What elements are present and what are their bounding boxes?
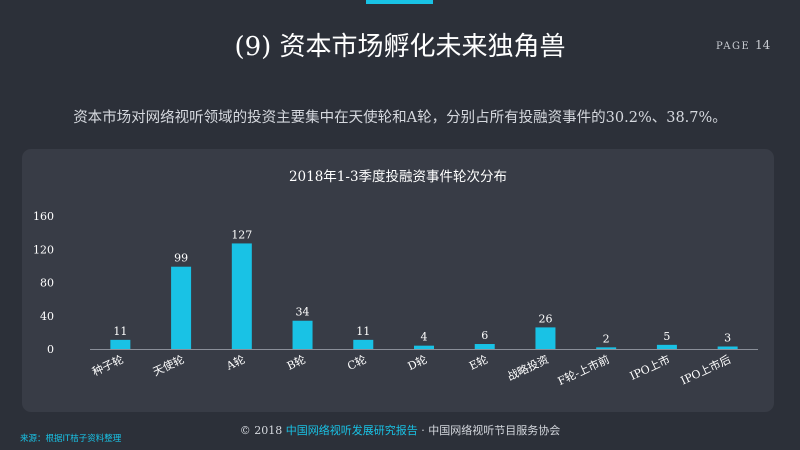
data-label: 4 <box>421 331 428 344</box>
bar <box>171 266 192 349</box>
accent-bar <box>366 0 433 4</box>
bar <box>717 346 738 349</box>
x-tick-label: F轮-上市前 <box>555 352 611 388</box>
bar-chart: 0 40 80 120 160 11 种子轮 99 天使轮 127 A轮 34 B轮 11 C轮 4 D轮 6 E轮… <box>33 210 758 388</box>
y-tick-label: 120 <box>33 243 54 256</box>
footer-org: 中国网络视听节目服务协会 <box>428 424 561 437</box>
chart-panel: 2018年1-3季度投融资事件轮次分布 0 40 80 120 160 11 种子轮 99 天使… <box>22 149 774 412</box>
x-tick-label: 天使轮 <box>151 352 187 379</box>
y-tick-label: 80 <box>40 277 54 290</box>
bar <box>231 243 252 349</box>
source-note: 来源：根据IT桔子资料整理 <box>20 434 122 444</box>
x-tick-label: A轮 <box>223 352 247 373</box>
bar <box>596 347 617 349</box>
data-label: 127 <box>231 228 252 241</box>
lead-text: 资本市场对网络视听领域的投资主要集中在天使轮和A轮，分别占所有投融资事件的30.… <box>73 110 727 126</box>
chart-title: 2018年1-3季度投融资事件轮次分布 <box>288 169 508 185</box>
slide-title: (9) 资本市场孵化未来独角兽 <box>234 32 566 62</box>
data-label: 26 <box>538 312 552 325</box>
footer-report-name: 中国网络视听发展研究报告 <box>285 424 418 437</box>
bar <box>110 339 131 349</box>
data-label: 11 <box>356 325 370 338</box>
y-tick-label: 0 <box>47 343 54 356</box>
x-tick-label: B轮 <box>285 352 308 373</box>
data-label: 34 <box>296 306 310 319</box>
page-number: PAGE 14 <box>716 38 770 52</box>
page-label: PAGE <box>716 41 751 52</box>
x-tick-label: D轮 <box>405 352 429 373</box>
data-label: 11 <box>113 325 127 338</box>
bar <box>414 345 434 349</box>
x-tick-label: IPO上市后 <box>678 352 733 387</box>
footer-copyright: © 2018 <box>239 424 286 437</box>
y-tick-label: 160 <box>33 210 54 223</box>
data-label: 2 <box>603 332 610 345</box>
bar <box>535 327 556 349</box>
x-tick-label: 种子轮 <box>90 352 126 379</box>
data-label: 5 <box>663 330 670 343</box>
footer-separator: · <box>417 424 429 437</box>
x-tick-label: C轮 <box>345 352 369 373</box>
data-label: 6 <box>481 329 488 342</box>
bar <box>353 339 374 349</box>
x-tick-label: IPO上市 <box>628 352 673 383</box>
bar <box>656 344 677 349</box>
footer: © 2018 中国网络视听发展研究报告 · 中国网络视听节目服务协会 <box>0 422 800 438</box>
x-tick-label: 战略投资 <box>505 352 551 383</box>
bar <box>474 344 495 349</box>
bar <box>292 320 313 349</box>
data-label: 3 <box>724 332 731 345</box>
x-tick-label: E轮 <box>467 352 490 373</box>
data-label: 99 <box>174 252 188 265</box>
y-tick-label: 40 <box>40 310 54 323</box>
page-number-value: 14 <box>755 38 771 52</box>
